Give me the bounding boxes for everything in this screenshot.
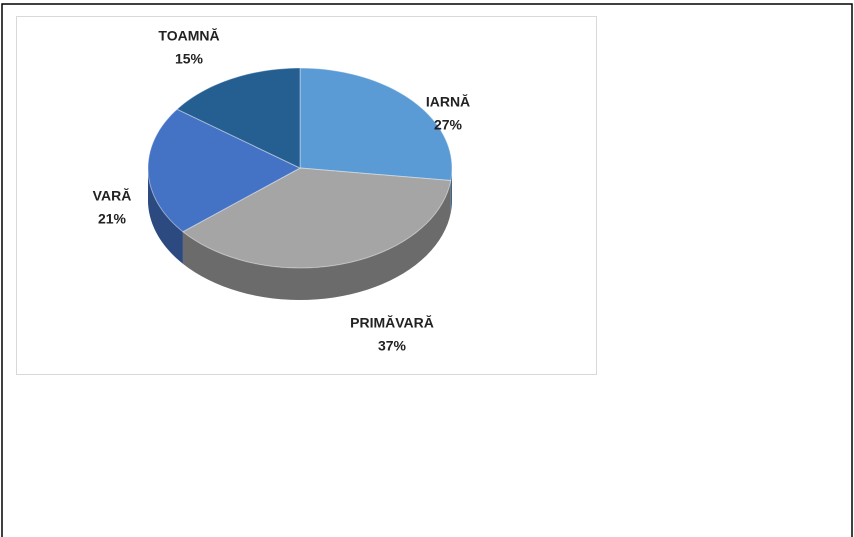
slice	[176, 67, 301, 169]
slice	[181, 167, 452, 269]
data-label-value: 27%	[434, 117, 463, 133]
slice-side	[450, 168, 452, 213]
data-label-value: 21%	[98, 211, 127, 227]
slice-side-shade	[148, 168, 183, 264]
slice-side	[182, 180, 451, 300]
slice	[147, 108, 302, 233]
slice-side-shade	[450, 168, 452, 213]
data-label-name: IARNĂ	[426, 94, 470, 110]
data-label-name: TOAMNĂ	[158, 28, 219, 44]
slice	[299, 67, 453, 182]
data-label-name: VARĂ	[93, 188, 132, 204]
slice-side	[148, 168, 183, 264]
data-label-value: 15%	[175, 51, 204, 67]
data-label-value: 37%	[378, 338, 407, 354]
slice-side-shade	[182, 180, 451, 300]
page-frame	[1, 3, 853, 537]
data-label-name: PRIMĂVARĂ	[350, 315, 434, 331]
